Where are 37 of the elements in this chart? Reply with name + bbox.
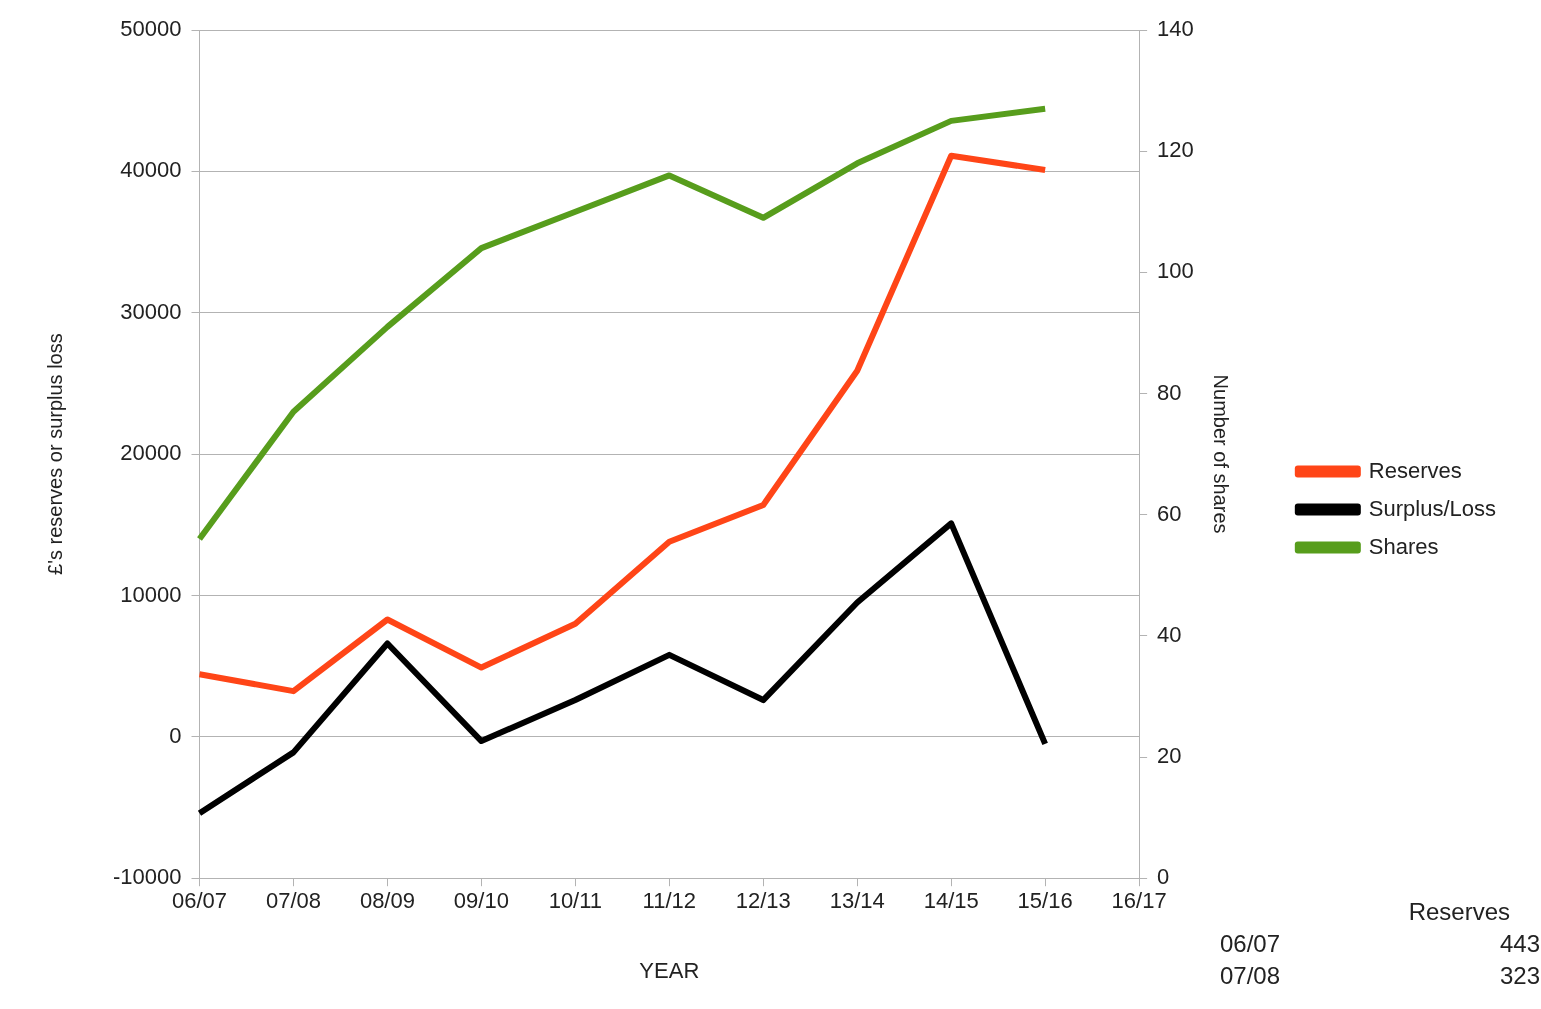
x-tick-label: 06/07 <box>171 888 228 914</box>
text: 323 <box>1498 962 1540 990</box>
x-tick-label: 07/08 <box>265 888 321 914</box>
y-axis-title: £'s reserves or surplus loss <box>43 333 66 575</box>
x-tick-label: 16/17 <box>1111 888 1167 914</box>
y2-tick-label: 60 <box>1157 500 1182 526</box>
y-tick-label: 50000 <box>120 16 182 42</box>
y-tick-label: 0 <box>169 722 182 748</box>
y2-tick-label: 140 <box>1157 16 1194 42</box>
y-tick-label: -10000 <box>112 864 182 890</box>
legend-label: Surplus/Loss <box>1368 495 1497 521</box>
x-tick-label: 08/09 <box>359 888 415 914</box>
text: Reserves <box>1407 898 1511 926</box>
y2-tick-label: 120 <box>1157 137 1194 163</box>
y2-tick-label: 40 <box>1157 621 1182 647</box>
text: 07/08 <box>1220 962 1282 990</box>
y2-tick-label: 100 <box>1157 258 1194 284</box>
y2-tick-label: 20 <box>1157 743 1182 769</box>
y-tick-label: 20000 <box>120 440 182 466</box>
x-tick-label: 09/10 <box>453 888 509 914</box>
x-tick-label: 10/11 <box>548 888 603 914</box>
text: 443 <box>1498 930 1540 958</box>
x-axis-title: YEAR <box>639 957 700 983</box>
x-tick-label: 12/13 <box>735 888 791 914</box>
x-tick-label: 13/14 <box>829 888 885 914</box>
text: 06/07 <box>1220 930 1282 958</box>
y-tick-label: 40000 <box>120 157 182 183</box>
legend-label: Reserves <box>1368 457 1462 483</box>
legend-label: Shares <box>1368 533 1439 559</box>
y-tick-label: 30000 <box>120 298 182 324</box>
y2-axis-title: Number of shares <box>1210 374 1233 534</box>
y-tick-label: 10000 <box>120 581 182 607</box>
x-tick-label: 11/12 <box>642 888 697 914</box>
y2-tick-label: 80 <box>1157 379 1182 405</box>
x-tick-label: 15/16 <box>1017 888 1073 914</box>
x-tick-label: 14/15 <box>923 888 979 914</box>
y2-tick-label: 0 <box>1157 864 1170 890</box>
